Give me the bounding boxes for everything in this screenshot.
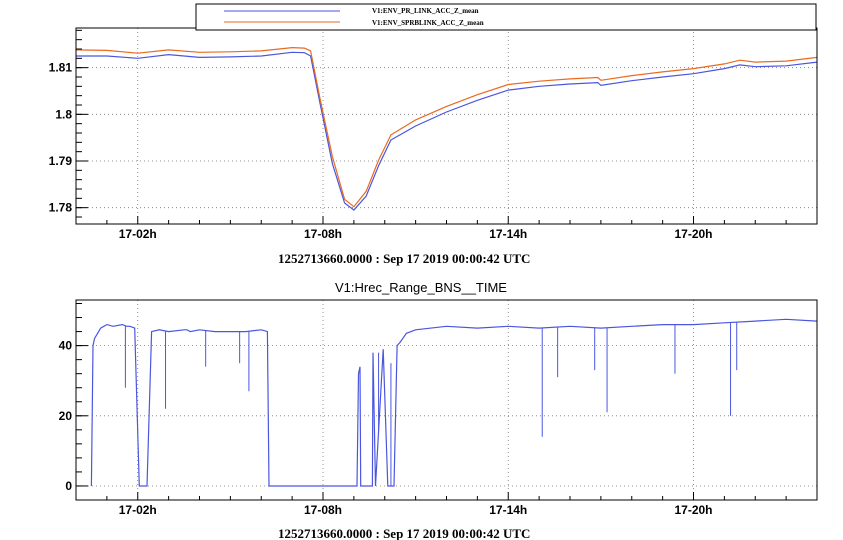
top-y-tick-label: 1.81 xyxy=(49,61,73,75)
bottom-axis-ticks: 17-02h 17-08h 17-14h 17-20h 0 20 40 xyxy=(59,303,818,517)
bottom-series-line-0 xyxy=(90,318,818,487)
bottom-grid xyxy=(76,300,817,500)
top-x-tick-label: 17-08h xyxy=(304,227,342,241)
top-x-tick-label: 17-14h xyxy=(489,227,527,241)
bottom-y-tick-label: 0 xyxy=(65,479,72,493)
top-plot-frame xyxy=(75,27,818,225)
top-y-tick-label: 1.78 xyxy=(49,201,73,215)
top-grid xyxy=(76,28,817,224)
top-series-line-0 xyxy=(76,51,818,211)
top-series-line-1 xyxy=(75,46,818,208)
bottom-y-tick-label: 20 xyxy=(59,409,73,423)
top-axis-ticks: 17-02h 17-08h 17-14h 17-20h 1.78 1.79 1.8 1.81 xyxy=(49,29,818,241)
top-legend: V1:ENV_PR_LINK_ACC_Z_mean V1:ENV_SPRBLIN… xyxy=(195,3,817,31)
legend-label-sprblink: V1:ENV_SPRBLINK_ACC_Z_mean xyxy=(372,19,484,27)
bottom-x-tick-label: 17-02h xyxy=(119,503,157,517)
bottom-x-axis-label: 1252713660.0000 : Sep 17 2019 00:00:42 U… xyxy=(278,526,530,540)
bottom-x-tick-label: 17-20h xyxy=(674,503,712,517)
bottom-y-tick-label: 40 xyxy=(59,339,73,353)
top-x-tick-label: 17-20h xyxy=(674,227,712,241)
legend-label-pr-link: V1:ENV_PR_LINK_ACC_Z_mean xyxy=(372,7,479,15)
top-chart: 17-02h 17-08h 17-14h 17-20h1.781.791.81.81 … xyxy=(49,3,818,266)
legend-box xyxy=(195,3,817,31)
bottom-x-tick-label: 17-08h xyxy=(304,503,342,517)
top-y-tick-label: 1.79 xyxy=(49,154,73,168)
bottom-series-group xyxy=(90,318,818,487)
bottom-chart: V1:Hrec_Range_BNS__TIME 17-02h 17-08h 17-1… xyxy=(59,280,818,540)
bottom-chart-title: V1:Hrec_Range_BNS__TIME xyxy=(335,280,507,295)
top-y-tick-label: 1.8 xyxy=(55,107,72,121)
top-x-tick-label: 17-02h xyxy=(119,227,157,241)
bottom-x-tick-label: 17-14h xyxy=(489,503,527,517)
top-x-axis-label: 1252713660.0000 : Sep 17 2019 00:00:42 U… xyxy=(278,251,530,266)
top-series-group xyxy=(75,46,818,211)
